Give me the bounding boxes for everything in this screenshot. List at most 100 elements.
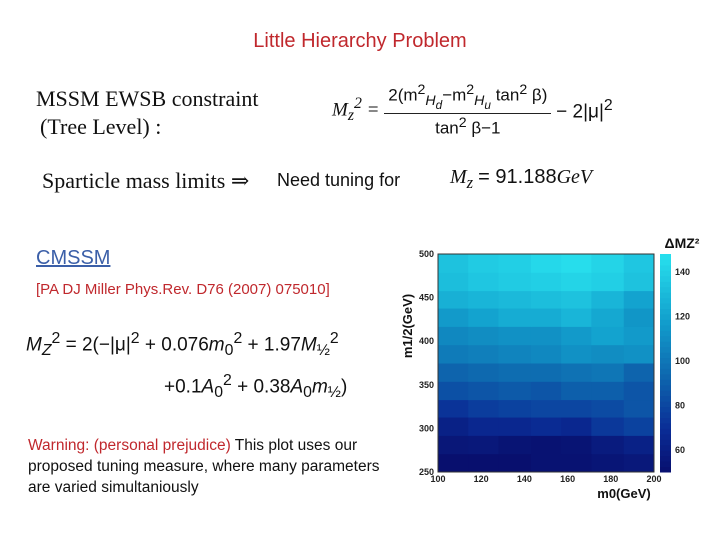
- colorbar-segment: [660, 439, 671, 446]
- heatmap-cell: [530, 254, 562, 273]
- heatmap-cell: [591, 453, 625, 473]
- heatmap-cell: [468, 254, 499, 273]
- heatmap-cell: [468, 417, 499, 436]
- heatmap-cell: [438, 272, 469, 292]
- heatmap-cell: [530, 435, 562, 455]
- heatmap-cell: [561, 254, 592, 273]
- colorbar-segment: [660, 379, 671, 386]
- heatmap-cell: [561, 363, 592, 382]
- heatmap-cell: [468, 308, 499, 327]
- colorbar-segment: [660, 270, 671, 277]
- colorbar-segment: [660, 406, 671, 413]
- heatmap-cell: [623, 381, 655, 401]
- y-tick-label: 500: [419, 249, 434, 259]
- heatmap-cell: [498, 254, 532, 273]
- heatmap-cell: [468, 326, 499, 346]
- x-axis-label: m0(GeV): [597, 486, 650, 501]
- heatmap-cell: [591, 254, 625, 273]
- y-tick-label: 450: [419, 293, 434, 303]
- heatmap-cell: [438, 326, 469, 346]
- heatmap-cell: [530, 272, 562, 292]
- colorbar-segment: [660, 335, 671, 342]
- heatmap-cell: [561, 399, 592, 418]
- colorbar-segment: [660, 292, 671, 299]
- heatmap-cell: [468, 381, 499, 401]
- colorbar-segment: [660, 352, 671, 359]
- warning-body: This plot uses our proposed tuning measu…: [28, 437, 380, 496]
- heatmap-cell: [591, 308, 625, 327]
- heatmap-cell: [623, 344, 655, 364]
- colorbar-segment: [660, 330, 671, 337]
- colorbar-segment: [660, 346, 671, 353]
- heatmap-cell: [623, 417, 655, 436]
- heatmap-cell: [591, 272, 625, 292]
- heatmap-cell: [498, 417, 532, 436]
- cmssm-heading[interactable]: CMSSM: [36, 247, 111, 269]
- colorbar-segment: [660, 401, 671, 408]
- colorbar-segment: [660, 433, 671, 440]
- colorbar-segment: [660, 259, 671, 266]
- heatmap-cell: [468, 290, 499, 309]
- heatmap-cell: [438, 435, 469, 455]
- heatmap-cell: [468, 344, 499, 364]
- heatmap-cell: [530, 399, 562, 418]
- heatmap-cell: [561, 290, 592, 309]
- y-tick-label: 350: [419, 380, 434, 390]
- x-tick-label: 180: [603, 474, 618, 484]
- heatmap-cell: [591, 381, 625, 401]
- colorbar: [660, 254, 671, 473]
- cmssm-equation-line2: +0.1A02 + 0.38A0m½): [164, 372, 348, 402]
- sparticle-text: Sparticle mass limits ⇒: [42, 168, 250, 193]
- colorbar-segment: [660, 450, 671, 457]
- heatmap-cell: [438, 308, 469, 327]
- cmssm-equation-line1: MZ2 = 2(−|μ|2 + 0.076m02 + 1.97M½2: [26, 330, 339, 360]
- heatmap-cell: [623, 326, 655, 346]
- heatmap-cell: [530, 453, 562, 473]
- heatmap-cell: [498, 381, 532, 401]
- mz-value: = 91.188: [478, 166, 557, 188]
- colorbar-segment: [660, 313, 671, 320]
- heatmap-cell: [623, 435, 655, 455]
- colorbar-segment: [660, 363, 671, 369]
- heatmap-cell: [623, 363, 655, 382]
- colorbar-segment: [660, 297, 671, 304]
- colorbar-ticks: 60 80 100 120 140: [675, 267, 690, 455]
- colorbar-label: ΔMZ²: [665, 235, 700, 251]
- colorbar-segment: [660, 461, 671, 468]
- heatmap-cells: [438, 254, 655, 473]
- heatmap-cell: [530, 308, 562, 327]
- heatmap-cell: [498, 363, 532, 382]
- heatmap-cell: [530, 417, 562, 436]
- x-tick-label: 100: [430, 474, 445, 484]
- slide-title: Little Hierarchy Problem: [253, 30, 467, 52]
- heatmap-cell: [498, 290, 532, 309]
- heatmap-cell: [591, 363, 625, 382]
- heatmap-cell: [438, 417, 469, 436]
- heatmap-cell: [438, 254, 469, 273]
- x-tick-label: 160: [560, 474, 575, 484]
- colorbar-segment: [660, 390, 671, 397]
- x-ticks: 100 120 140 160 180 200: [430, 474, 661, 484]
- heatmap-cell: [438, 399, 469, 418]
- heatmap-cell: [530, 344, 562, 364]
- y-tick-label: 250: [419, 467, 434, 477]
- heatmap-cell: [623, 308, 655, 327]
- heatmap-cell: [468, 363, 499, 382]
- heatmap-cell: [561, 453, 592, 473]
- colorbar-tick-label: 140: [675, 267, 690, 277]
- colorbar-segment: [660, 357, 671, 364]
- heatmap-cell: [438, 344, 469, 364]
- heatmap-cell: [591, 326, 625, 346]
- x-tick-label: 140: [517, 474, 532, 484]
- colorbar-segment: [660, 422, 671, 429]
- heatmap-cell: [530, 326, 562, 346]
- heatmap-cell: [498, 344, 532, 364]
- tuning-heatmap: 100 120 140 160 180 200 250 300 350 400 450 500 60…: [400, 235, 700, 501]
- colorbar-segment: [660, 303, 671, 309]
- heatmap-cell: [561, 326, 592, 346]
- colorbar-segment: [660, 275, 671, 282]
- y-axis-label: m1/2(GeV): [400, 294, 415, 358]
- colorbar-segment: [660, 412, 671, 418]
- heatmap-cell: [438, 453, 469, 473]
- colorbar-segment: [660, 254, 671, 260]
